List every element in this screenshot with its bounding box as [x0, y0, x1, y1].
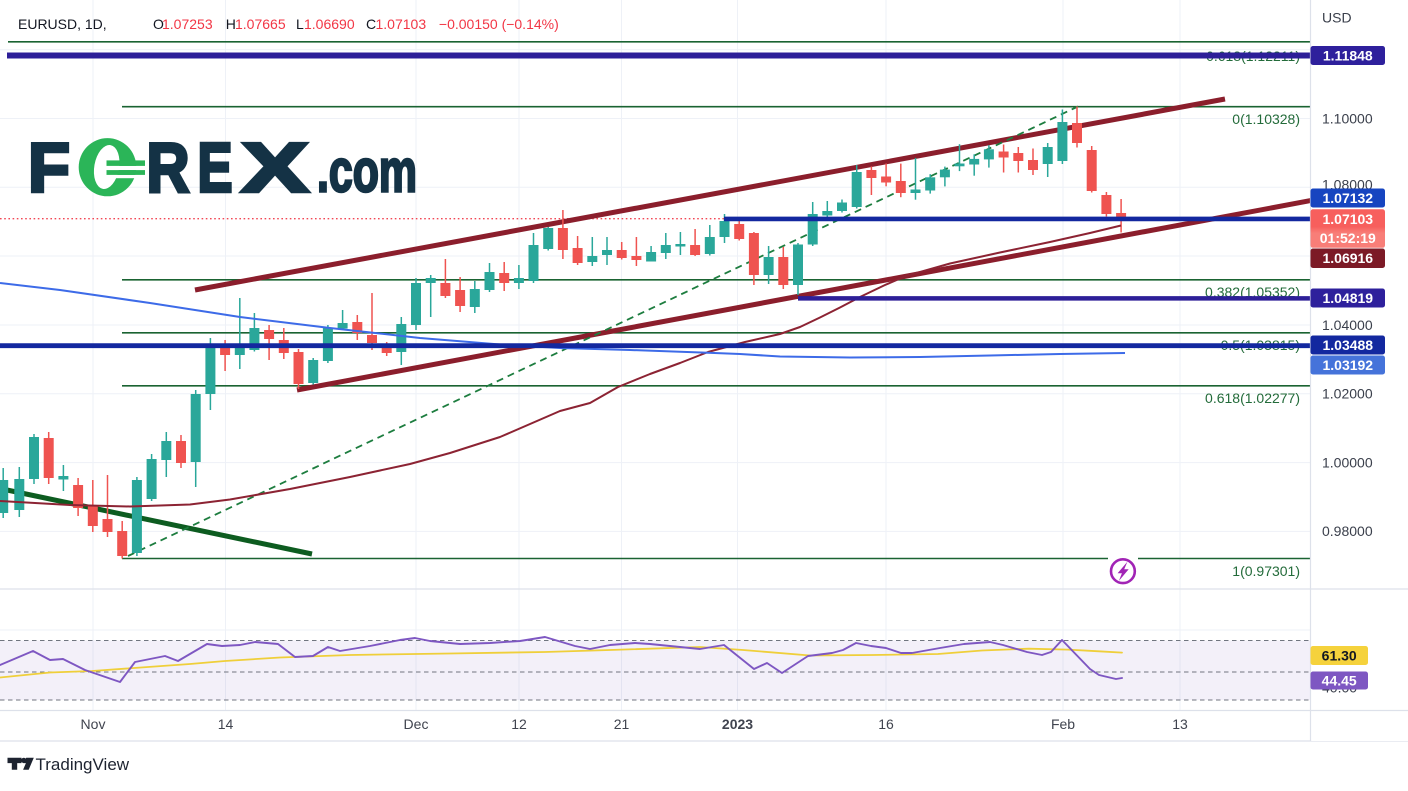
svg-text:0.382(1.05352): 0.382(1.05352)	[1205, 284, 1300, 300]
svg-text:O: O	[153, 16, 164, 32]
svg-text:1.07103: 1.07103	[1322, 211, 1373, 227]
svg-text:E: E	[198, 129, 233, 207]
svg-text:21: 21	[614, 716, 630, 732]
svg-text:44.45: 44.45	[1322, 673, 1357, 689]
svg-text:F: F	[28, 129, 70, 207]
svg-text:1.04819: 1.04819	[1322, 290, 1373, 306]
svg-text:0.618(1.02277): 0.618(1.02277)	[1205, 390, 1300, 406]
svg-text:R: R	[147, 129, 190, 207]
svg-text:61.30: 61.30	[1322, 648, 1357, 664]
svg-text:14: 14	[218, 716, 234, 732]
svg-text:1.04000: 1.04000	[1322, 317, 1373, 333]
svg-text:1.00000: 1.00000	[1322, 454, 1373, 470]
svg-text:Dec: Dec	[404, 716, 429, 732]
svg-text:1.03488: 1.03488	[1322, 337, 1373, 353]
svg-text:USD: USD	[1322, 10, 1352, 26]
svg-text:12: 12	[511, 716, 527, 732]
svg-text:TradingView: TradingView	[36, 755, 130, 774]
svg-text:.com: .com	[317, 138, 417, 205]
svg-text:0(1.10328): 0(1.10328)	[1232, 111, 1300, 127]
svg-text:13: 13	[1172, 716, 1188, 732]
svg-text:Nov: Nov	[81, 716, 106, 732]
svg-text:1.07132: 1.07132	[1322, 190, 1373, 206]
svg-text:0.98000: 0.98000	[1322, 523, 1373, 539]
svg-text:1.03192: 1.03192	[1322, 357, 1373, 373]
svg-text:Feb: Feb	[1051, 716, 1075, 732]
svg-text:1.11848: 1.11848	[1323, 48, 1373, 64]
svg-text:1.07665: 1.07665	[235, 16, 286, 32]
svg-text:L: L	[296, 16, 304, 32]
svg-text:01:52:19: 01:52:19	[1320, 230, 1376, 246]
svg-text:X: X	[242, 129, 309, 207]
svg-text:1(0.97301): 1(0.97301)	[1232, 563, 1300, 579]
svg-text:1.06690: 1.06690	[304, 16, 355, 32]
svg-text:EURUSD, 1D,: EURUSD, 1D,	[18, 16, 107, 32]
svg-text:1.10000: 1.10000	[1322, 110, 1373, 126]
svg-text:16: 16	[878, 716, 894, 732]
svg-text:C: C	[366, 16, 376, 32]
svg-text:−0.00150 (−0.14%): −0.00150 (−0.14%)	[439, 16, 559, 32]
svg-text:1.02000: 1.02000	[1322, 386, 1373, 402]
svg-text:1.06916: 1.06916	[1322, 250, 1373, 266]
svg-text:H: H	[226, 16, 236, 32]
svg-text:1.07253: 1.07253	[162, 16, 213, 32]
svg-text:1.07103: 1.07103	[376, 16, 427, 32]
svg-text:2023: 2023	[722, 716, 753, 732]
